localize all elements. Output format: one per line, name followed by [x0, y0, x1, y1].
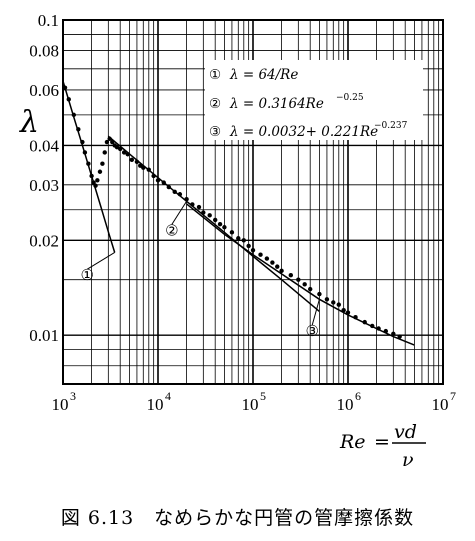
data-point — [296, 277, 301, 282]
major-grid — [63, 20, 443, 384]
series-curve — [62, 80, 116, 253]
data-point — [212, 217, 218, 223]
data-point — [104, 139, 110, 145]
data-point — [317, 291, 322, 297]
data-point — [391, 331, 396, 337]
legend-box — [205, 60, 423, 140]
y-axis-labels: 0.1 0.08 0.06 0.04 0.03 0.02 0.01 — [29, 11, 59, 345]
x-tick-label-exponent: 3 — [70, 389, 76, 403]
x-tick-label: 10 — [432, 395, 449, 414]
series-curve — [107, 135, 320, 312]
data-point — [129, 157, 135, 163]
x-tick-label-exponent: 7 — [450, 389, 456, 403]
y-tick-label: 0.01 — [29, 326, 59, 345]
curve-marker-label: ② — [165, 223, 178, 239]
data-point — [246, 243, 251, 249]
x-axis-title: Re = vd ν — [339, 421, 426, 471]
data-point — [102, 150, 107, 155]
curve-marker-label: ① — [81, 268, 94, 284]
y-tick-label: 0.08 — [29, 42, 59, 61]
x-tick-label: 10 — [52, 395, 69, 414]
data-point — [95, 178, 100, 183]
data-points — [62, 85, 402, 339]
marker-leader-line — [311, 299, 320, 326]
y-tick-label: 0.06 — [29, 81, 59, 100]
x-tick-label-exponent: 6 — [355, 389, 361, 403]
marker-leader-line — [86, 252, 115, 270]
legend-entry-2-text: λ = 0.3164Re — [229, 96, 324, 112]
legend-entry-3-text: λ = 0.0032+ 0.221Re — [229, 124, 378, 140]
x-axis-labels: 10 3 10 4 10 5 10 6 10 7 — [52, 389, 457, 414]
curve-marker-label: ③ — [305, 324, 318, 340]
data-point — [331, 300, 336, 305]
data-point — [217, 221, 223, 227]
x-axis-title-num: vd — [394, 421, 417, 443]
data-point — [307, 286, 313, 292]
data-point — [270, 260, 275, 265]
y-tick-label: 0.04 — [29, 136, 59, 155]
data-point — [196, 204, 202, 210]
data-point — [222, 225, 227, 230]
data-point — [336, 302, 341, 307]
data-point — [236, 236, 241, 241]
figure-caption: 図 6.13 なめらかな円管の管摩擦係数 — [60, 507, 415, 529]
data-point — [275, 264, 280, 269]
data-point — [114, 144, 120, 150]
data-point — [264, 256, 270, 261]
x-tick-label-exponent: 5 — [260, 389, 266, 403]
data-point — [207, 213, 212, 218]
x-axis-title-den: ν — [402, 449, 414, 471]
marker-leader-line — [171, 200, 188, 225]
x-tick-label: 10 — [337, 395, 354, 414]
x-tick-label: 10 — [242, 395, 259, 414]
y-tick-label: 0.1 — [38, 11, 59, 30]
data-point — [250, 248, 256, 253]
legend-entry-1-marker: ① — [209, 67, 221, 83]
data-point — [241, 238, 246, 243]
y-tick-label: 0.02 — [29, 231, 59, 250]
curve-markers: ① ② ③ — [81, 200, 320, 340]
data-point — [229, 230, 235, 235]
y-axis-title: λ — [19, 105, 39, 140]
data-point — [279, 268, 284, 274]
data-point — [97, 169, 103, 174]
legend-entry-3-marker: ③ — [209, 124, 221, 140]
legend-entry-2-sup: −0.25 — [336, 93, 364, 103]
x-axis-title-lhs: Re — [339, 431, 366, 453]
data-point — [397, 334, 402, 339]
data-point — [324, 297, 330, 302]
legend-entry-1-text: λ = 64/Re — [229, 67, 298, 83]
legend: ① λ = 64/Re ② λ = 0.3164Re −0.25 ③ λ = 0… — [209, 67, 408, 140]
plot-frame — [62, 19, 444, 385]
x-tick-label-exponent: 4 — [165, 389, 171, 403]
data-point — [302, 282, 307, 287]
data-point — [258, 252, 263, 257]
legend-entry-3-sup: −0.237 — [374, 121, 408, 131]
x-axis-title-eq: = — [374, 431, 390, 453]
x-tick-label: 10 — [147, 395, 164, 414]
legend-entry-2-marker: ② — [209, 96, 221, 112]
data-point — [100, 161, 105, 166]
data-point — [288, 272, 294, 278]
y-tick-label: 0.03 — [29, 176, 59, 195]
